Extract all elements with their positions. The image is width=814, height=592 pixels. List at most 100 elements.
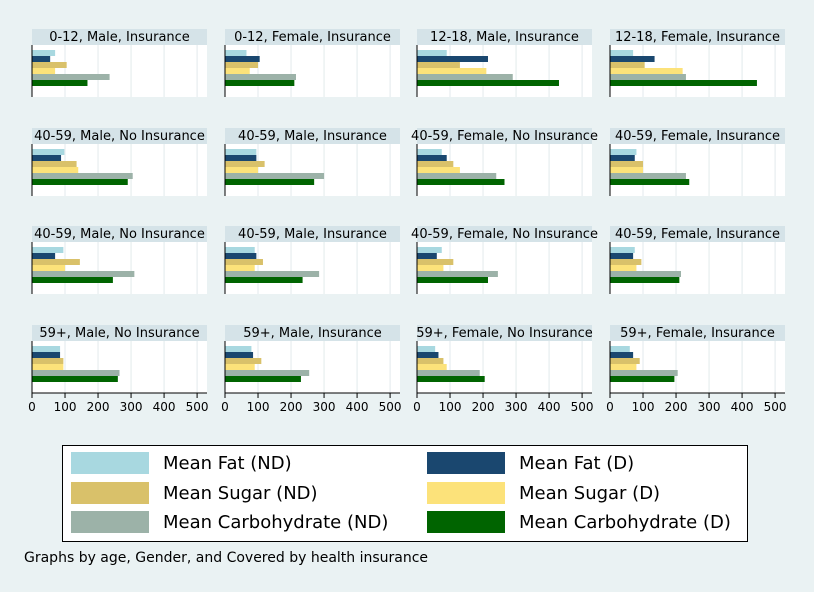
bar-carb-nd: [32, 370, 120, 376]
bar-carb-d: [417, 179, 505, 185]
bar-carb-nd: [32, 173, 133, 179]
bar-fat-d: [32, 56, 51, 62]
panel-title-bg: [225, 325, 400, 341]
panel-plot-area: [417, 242, 592, 294]
bar-sugar-nd: [417, 259, 454, 265]
panel-title-bg: [225, 226, 400, 242]
x-tick-label: 100: [54, 400, 77, 414]
bar-sugar-d: [610, 167, 644, 173]
panel-title: 0-12, Female, Insurance: [234, 30, 391, 45]
x-tick-label: 300: [120, 400, 143, 414]
panel-title: 40-59, Male, No Insurance: [34, 129, 205, 144]
panel-title: 12-18, Female, Insurance: [615, 30, 780, 45]
panel-title: 40-59, Female, Insurance: [615, 227, 780, 242]
legend-label: Mean Fat (ND): [163, 452, 292, 474]
x-tick-label: 100: [247, 400, 270, 414]
bar-sugar-nd: [610, 259, 642, 265]
legend-item-carb-nd: Mean Carbohydrate (ND): [71, 511, 388, 533]
bar-sugar-d: [417, 167, 460, 173]
panel-title-bg: [610, 226, 785, 242]
bar-carb-d: [32, 80, 88, 86]
panel-plot-area: [610, 242, 785, 294]
panel-title-bg: [610, 325, 785, 341]
bar-fat-d: [417, 155, 447, 161]
bar-sugar-d: [610, 364, 637, 370]
panel-title-bg: [225, 128, 400, 144]
legend-item-sugar-nd: Mean Sugar (ND): [71, 482, 318, 504]
bar-sugar-nd: [32, 259, 80, 265]
bar-sugar-nd: [225, 259, 263, 265]
bar-carb-nd: [610, 173, 686, 179]
bar-carb-nd: [610, 74, 686, 80]
panel-title-bg: [32, 325, 207, 341]
bar-sugar-d: [417, 265, 444, 271]
legend-label: Mean Carbohydrate (D): [519, 511, 731, 533]
bar-carb-d: [32, 277, 113, 283]
panel-plot-area: [32, 45, 207, 97]
legend-swatch: [71, 511, 149, 533]
x-tick-label: 0: [606, 400, 614, 414]
bar-sugar-d: [417, 364, 447, 370]
panel-title: 59+, Female, Insurance: [620, 326, 775, 341]
bar-fat-d: [610, 352, 634, 358]
bar-carb-nd: [417, 173, 497, 179]
panel-title-bg: [32, 128, 207, 144]
bar-sugar-d: [32, 167, 79, 173]
x-tick-label: 200: [87, 400, 110, 414]
bar-sugar-nd: [610, 358, 640, 364]
bar-sugar-nd: [225, 62, 259, 68]
panel-title: 59+, Male, No Insurance: [39, 326, 199, 341]
bar-fat-d: [610, 155, 635, 161]
legend-item-fat-d: Mean Fat (D): [427, 452, 634, 474]
bar-fat-nd: [610, 149, 637, 155]
x-tick-label: 0: [413, 400, 421, 414]
bar-carb-nd: [225, 271, 320, 277]
x-tick-label: 200: [472, 400, 495, 414]
bar-carb-nd: [417, 370, 480, 376]
bar-carb-d: [32, 179, 128, 185]
panel-title-bg: [417, 29, 592, 45]
legend-swatch: [71, 452, 149, 474]
bar-carb-nd: [32, 74, 110, 80]
bar-carb-nd: [610, 370, 678, 376]
x-tick-label: 500: [186, 400, 209, 414]
bar-carb-d: [225, 80, 295, 86]
panel-title-bg: [610, 128, 785, 144]
bar-carb-d: [610, 80, 757, 86]
bar-carb-nd: [225, 74, 296, 80]
panel-title-bg: [417, 325, 592, 341]
bar-carb-d: [225, 376, 301, 382]
bar-carb-d: [417, 277, 488, 283]
bar-fat-nd: [225, 247, 255, 253]
panel-title: 59+, Male, Insurance: [243, 326, 382, 341]
bar-sugar-d: [225, 167, 259, 173]
x-tick-label: 0: [28, 400, 36, 414]
panel-title: 40-59, Male, Insurance: [238, 129, 387, 144]
bar-fat-nd: [32, 50, 56, 56]
bar-fat-nd: [610, 346, 630, 352]
x-tick-label: 200: [280, 400, 303, 414]
bar-fat-d: [610, 253, 634, 259]
bar-carb-nd: [610, 271, 681, 277]
bar-sugar-d: [225, 364, 255, 370]
bar-fat-d: [32, 155, 62, 161]
bar-fat-d: [32, 253, 56, 259]
bar-carb-nd: [225, 370, 310, 376]
bar-carb-d: [610, 277, 680, 283]
x-tick-label: 100: [439, 400, 462, 414]
x-tick-label: 300: [505, 400, 528, 414]
panel-plot-area: [225, 45, 400, 97]
bar-fat-nd: [225, 50, 247, 56]
panel-title-bg: [32, 29, 207, 45]
legend: Mean Fat (ND) Mean Fat (D) Mean Sugar (N…: [62, 445, 748, 542]
bar-sugar-nd: [417, 358, 444, 364]
x-tick-label: 400: [538, 400, 561, 414]
bar-fat-nd: [225, 346, 252, 352]
bar-fat-d: [417, 352, 439, 358]
legend-swatch: [427, 452, 505, 474]
bar-sugar-d: [610, 68, 683, 74]
panel-title-bg: [610, 29, 785, 45]
legend-swatch: [427, 511, 505, 533]
bar-fat-nd: [610, 247, 635, 253]
legend-label: Mean Sugar (ND): [163, 482, 318, 504]
